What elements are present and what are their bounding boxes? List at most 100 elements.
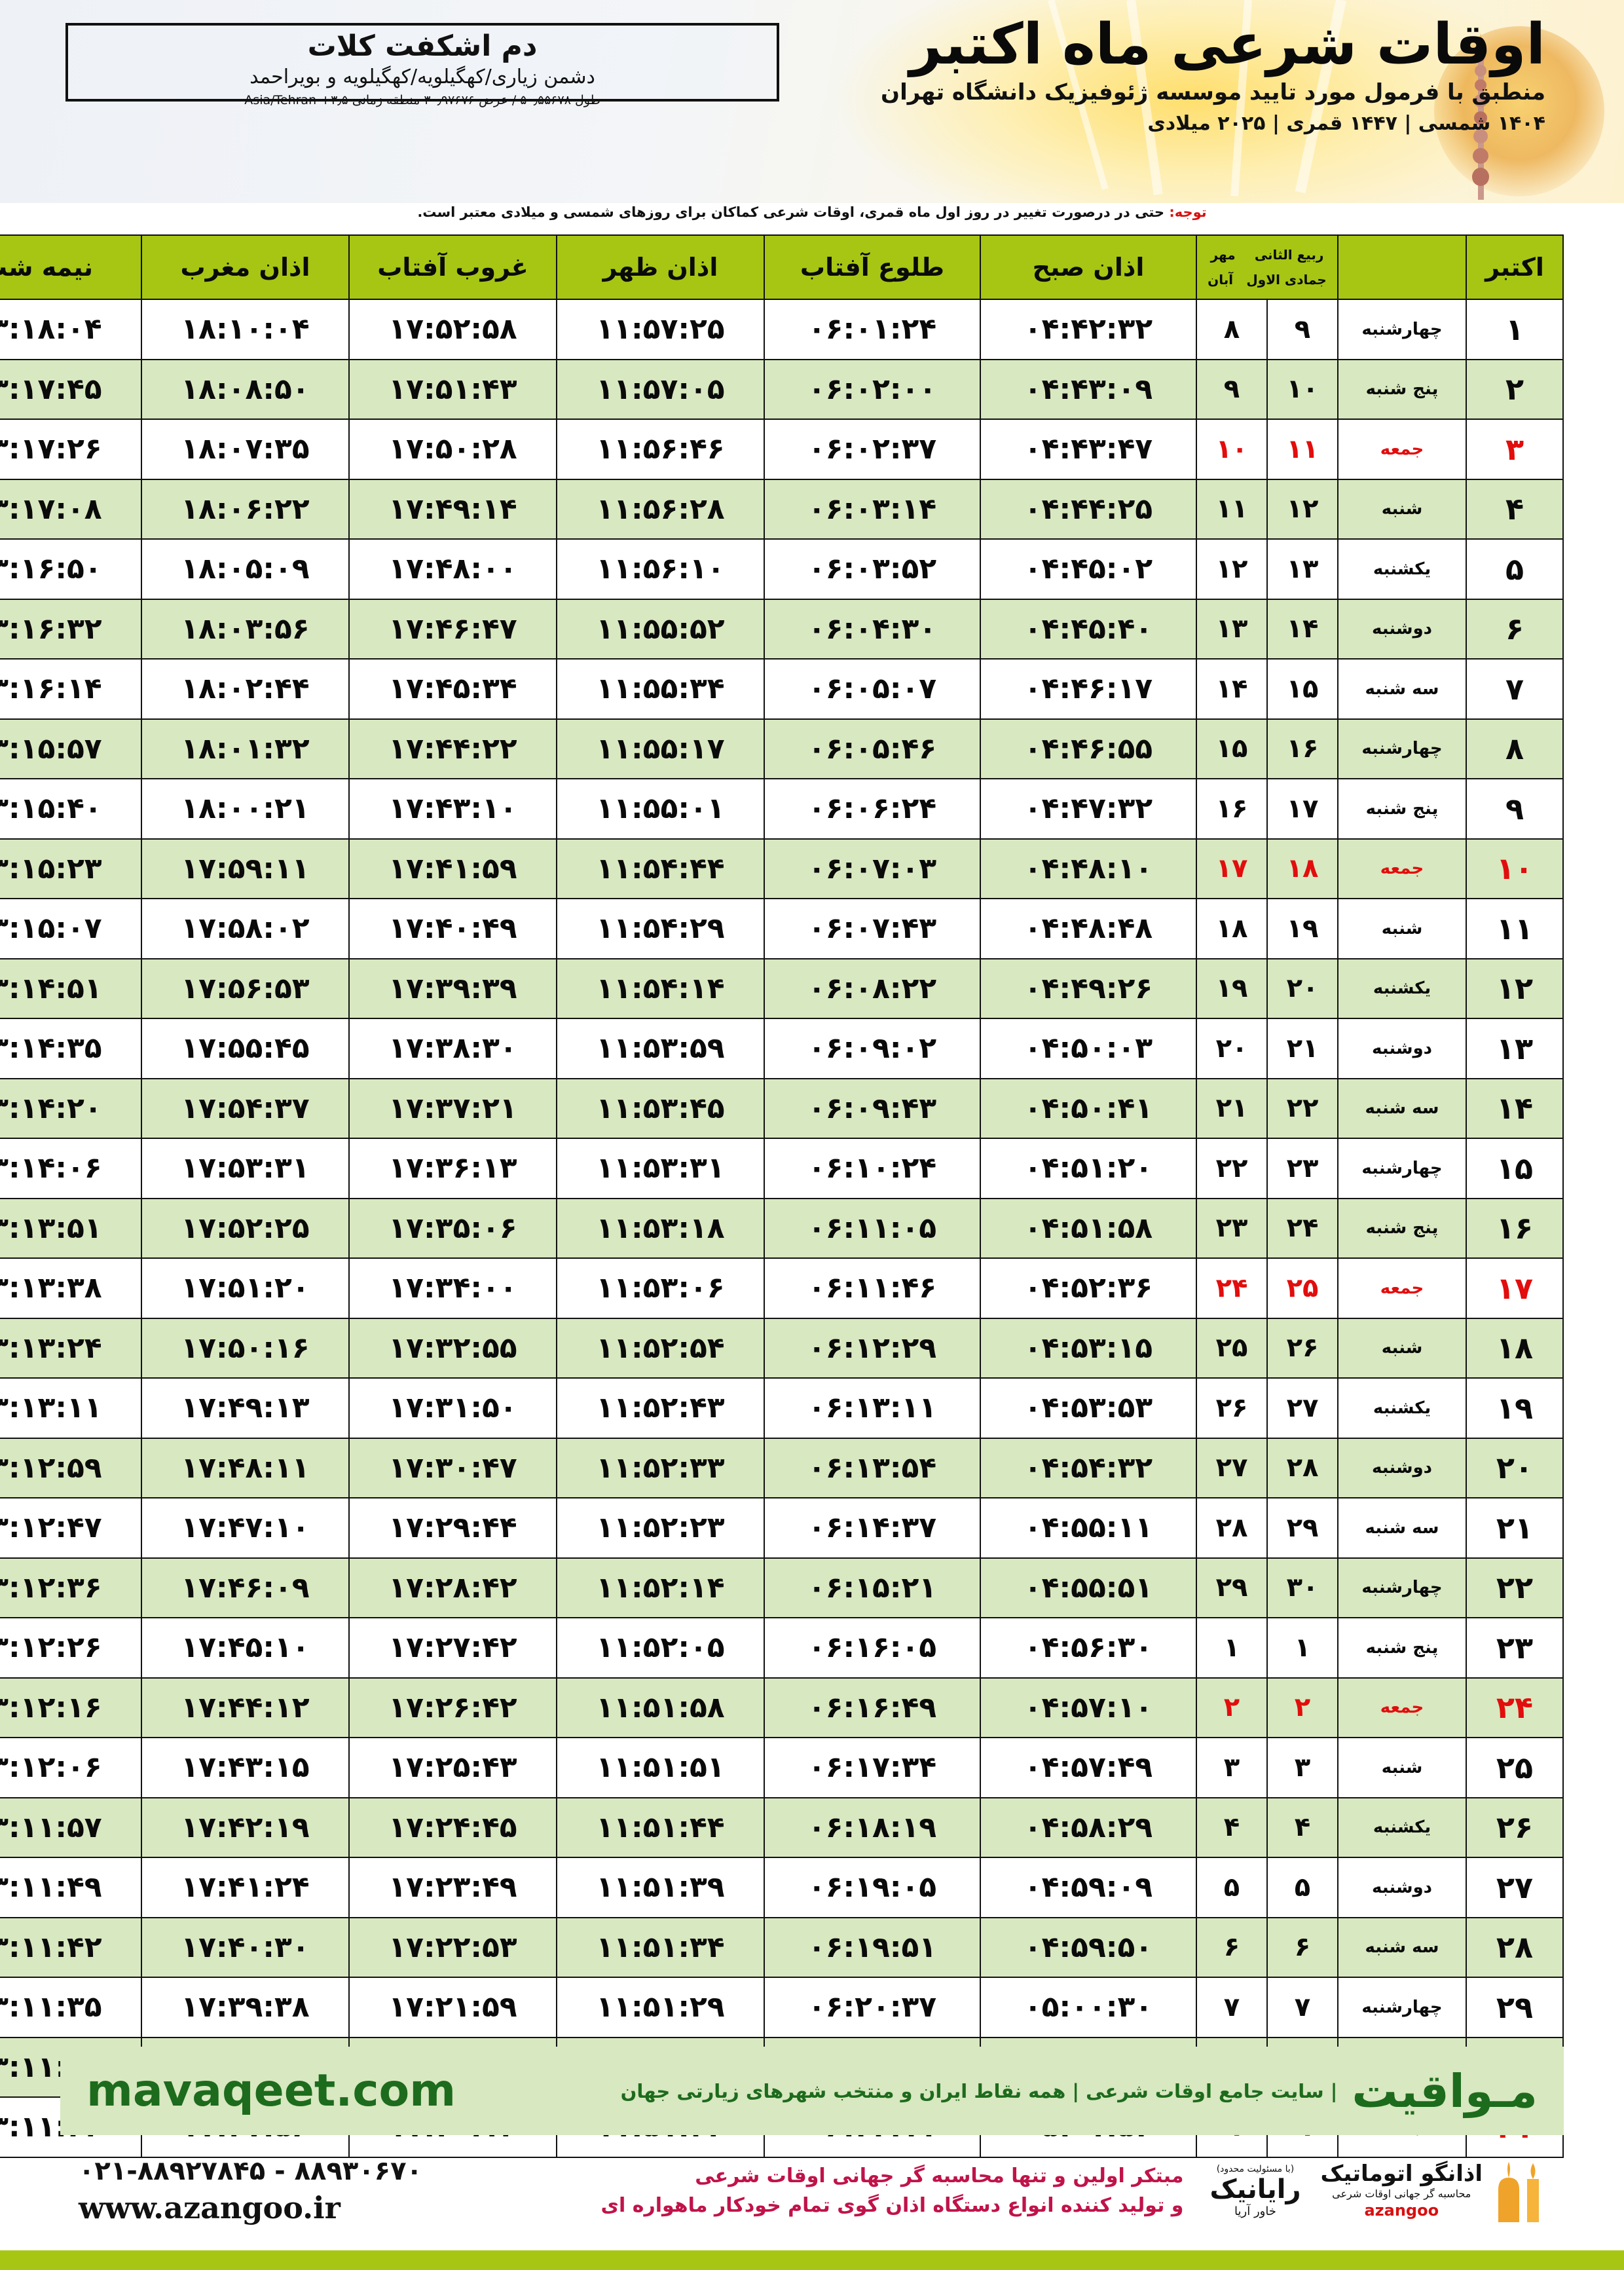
cell-fajr: ۰۴:۵۸:۲۹ — [980, 1796, 1197, 1858]
cell-weekday: چهارشنبه — [1337, 718, 1467, 779]
table-row: ۲۶ یکشنبه ۴ ۴ ۰۴:۵۸:۲۹ ۰۶:۱۸:۱۹ ۱۱:۵۱:۴۴ ۱۷:۲۴:… — [0, 1796, 1564, 1858]
cell-solar-day: ۲۴ — [1266, 1197, 1338, 1259]
cell-fajr: ۰۴:۵۱:۲۰ — [980, 1138, 1197, 1199]
cell-solar-day: ۱۳ — [1266, 538, 1338, 600]
table-row: ۲۹ چهارشنبه ۷ ۷ ۰۵:۰۰:۳۰ ۰۶:۲۰:۳۷ ۱۱:۵۱:۲۹ ۱۷:۲… — [0, 1977, 1564, 2038]
cell-weekday: شنبه — [1337, 478, 1467, 540]
cell-sunrise: ۰۶:۱۱:۰۵ — [764, 1197, 981, 1259]
cell-sunset: ۱۷:۳۹:۳۹ — [348, 958, 557, 1019]
cell-gregorian-day: ۲ — [1466, 358, 1564, 420]
cell-sunset: ۱۷:۵۲:۵۸ — [348, 299, 557, 360]
cell-midnight: ۲۳:۱۳:۱۱ — [0, 1377, 142, 1439]
cell-weekday: یکشنبه — [1337, 1377, 1467, 1439]
cell-weekday: یکشنبه — [1337, 958, 1467, 1019]
table-row: ۱۸ شنبه ۲۶ ۲۵ ۰۴:۵۳:۱۵ ۰۶:۱۲:۲۹ ۱۱:۵۲:۵۴ ۱۷:۳۲:… — [0, 1317, 1564, 1379]
cell-lunar-day: ۱۰ — [1196, 419, 1268, 480]
cell-maghrib: ۱۷:۴۲:۱۹ — [141, 1796, 350, 1858]
cell-gregorian-day: ۲۷ — [1466, 1857, 1564, 1918]
cell-weekday: سه شنبه — [1337, 1916, 1467, 1978]
cell-solar-day: ۹ — [1266, 299, 1338, 360]
cell-sunset: ۱۷:۴۰:۴۹ — [348, 898, 557, 959]
table-row: ۹ پنج شنبه ۱۷ ۱۶ ۰۴:۴۷:۳۲ ۰۶:۰۶:۲۴ ۱۱:۵۵:۰۱ ۱۷:… — [0, 778, 1564, 840]
col-header-calendars: ربیع الثانی مهر جمادی الاول آبان — [1196, 234, 1338, 300]
cell-maghrib: ۱۸:۰۵:۰۹ — [141, 538, 350, 600]
cell-lunar-day: ۹ — [1196, 358, 1268, 420]
rayanik-subtitle: خاور آریا — [1234, 2204, 1276, 2218]
cell-dhuhr: ۱۱:۵۴:۱۴ — [556, 958, 765, 1019]
cell-dhuhr: ۱۱:۵۳:۵۹ — [556, 1018, 765, 1079]
azangoo-website[interactable]: www.azangoo.ir — [79, 2190, 341, 2225]
cell-sunset: ۱۷:۴۴:۲۲ — [348, 718, 557, 779]
cell-lunar-day: ۲۰ — [1196, 1018, 1268, 1079]
cell-solar-day: ۲۵ — [1266, 1257, 1338, 1319]
cell-sunset: ۱۷:۴۸:۰۰ — [348, 538, 557, 600]
cell-gregorian-day: ۱۰ — [1466, 838, 1564, 899]
cell-dhuhr: ۱۱:۵۶:۱۰ — [556, 538, 765, 600]
cell-midnight: ۲۳:۱۴:۲۰ — [0, 1077, 142, 1139]
cell-weekday: دوشنبه — [1337, 1018, 1467, 1079]
cell-fajr: ۰۴:۵۱:۵۸ — [980, 1197, 1197, 1259]
cell-solar-day: ۲۹ — [1266, 1497, 1338, 1559]
cell-lunar-day: ۲۳ — [1196, 1197, 1268, 1259]
cell-sunset: ۱۷:۳۶:۱۳ — [348, 1138, 557, 1199]
cell-sunrise: ۰۶:۱۸:۱۹ — [764, 1796, 981, 1858]
cell-solar-day: ۲۱ — [1266, 1018, 1338, 1079]
cell-weekday: دوشنبه — [1337, 1857, 1467, 1918]
location-coordinates: طول ۵۰٫۵۵۶۷۸ / عرض ۳۰٫۹۷۶۷۶ منطقه زمانی … — [244, 93, 600, 108]
cell-sunrise: ۰۶:۰۷:۰۳ — [764, 838, 981, 899]
cell-dhuhr: ۱۱:۵۷:۰۵ — [556, 358, 765, 420]
cell-lunar-day: ۱۳ — [1196, 598, 1268, 660]
cell-sunset: ۱۷:۳۷:۲۱ — [348, 1077, 557, 1139]
cell-fajr: ۰۴:۴۶:۱۷ — [980, 658, 1197, 720]
cell-sunrise: ۰۶:۰۷:۴۳ — [764, 898, 981, 959]
cell-weekday: پنج شنبه — [1337, 1197, 1467, 1259]
cell-solar-day: ۱۷ — [1266, 778, 1338, 840]
cell-sunset: ۱۷:۲۲:۵۳ — [348, 1916, 557, 1978]
cell-fajr: ۰۴:۵۷:۱۰ — [980, 1677, 1197, 1738]
minaret-icon — [1472, 33, 1489, 200]
cell-dhuhr: ۱۱:۵۶:۲۸ — [556, 478, 765, 540]
table-row: ۱۹ یکشنبه ۲۷ ۲۶ ۰۴:۵۳:۵۳ ۰۶:۱۳:۱۱ ۱۱:۵۲:۴۳ ۱۷:۳… — [0, 1377, 1564, 1439]
table-row: ۵ یکشنبه ۱۳ ۱۲ ۰۴:۴۵:۰۲ ۰۶:۰۳:۵۲ ۱۱:۵۶:۱۰ ۱۷:۴۸… — [0, 538, 1564, 600]
cell-sunset: ۱۷:۳۵:۰۶ — [348, 1197, 557, 1259]
cell-maghrib: ۱۷:۴۶:۰۹ — [141, 1557, 350, 1618]
cell-lunar-day: ۱ — [1196, 1617, 1268, 1679]
table-row: ۲۳ پنج شنبه ۱ ۱ ۰۴:۵۶:۳۰ ۰۶:۱۶:۰۵ ۱۱:۵۲:۰۵ ۱۷:۲… — [0, 1617, 1564, 1679]
cell-dhuhr: ۱۱:۵۳:۱۸ — [556, 1197, 765, 1259]
cell-maghrib: ۱۷:۵۱:۲۰ — [141, 1257, 350, 1319]
col-header-fajr: اذان صبح — [980, 234, 1197, 300]
slogan-line-2: و تولید کننده انواع دستگاه اذان گوی تمام… — [600, 2194, 1184, 2217]
cell-fajr: ۰۴:۴۳:۰۹ — [980, 358, 1197, 420]
cell-lunar-day: ۱۸ — [1196, 898, 1268, 959]
cell-midnight: ۲۳:۱۴:۰۶ — [0, 1138, 142, 1199]
col-header-solar-bottom: آبان — [1208, 272, 1234, 288]
cell-sunset: ۱۷:۲۱:۵۹ — [348, 1977, 557, 2038]
cell-solar-day: ۱۸ — [1266, 838, 1338, 899]
cell-sunrise: ۰۶:۰۵:۰۷ — [764, 658, 981, 720]
mavaqeet-url[interactable]: mavaqeet.com — [86, 2065, 456, 2117]
cell-weekday: شنبه — [1337, 1737, 1467, 1798]
cell-fajr: ۰۴:۴۵:۴۰ — [980, 598, 1197, 660]
cell-midnight: ۲۳:۱۶:۳۲ — [0, 598, 142, 660]
cell-solar-day: ۴ — [1266, 1796, 1338, 1858]
cell-sunrise: ۰۶:۲۰:۳۷ — [764, 1977, 981, 2038]
azangoo-subtitle: محاسبه گر جهانی اوقات شرعی — [1332, 2187, 1471, 2200]
cell-solar-day: ۱۴ — [1266, 598, 1338, 660]
cell-sunset: ۱۷:۲۷:۴۲ — [348, 1617, 557, 1679]
cell-fajr: ۰۴:۵۶:۳۰ — [980, 1617, 1197, 1679]
cell-lunar-day: ۴ — [1196, 1796, 1268, 1858]
table-row: ۱۵ چهارشنبه ۲۳ ۲۲ ۰۴:۵۱:۲۰ ۰۶:۱۰:۲۴ ۱۱:۵۳:۳۱ ۱۷… — [0, 1138, 1564, 1199]
cell-lunar-day: ۲ — [1196, 1677, 1268, 1738]
cell-midnight: ۲۳:۱۱:۴۹ — [0, 1857, 142, 1918]
cell-fajr: ۰۴:۵۵:۵۱ — [980, 1557, 1197, 1618]
cell-midnight: ۲۳:۱۲:۱۶ — [0, 1677, 142, 1738]
cell-maghrib: ۱۸:۰۳:۵۶ — [141, 598, 350, 660]
cell-sunrise: ۰۶:۱۴:۳۷ — [764, 1497, 981, 1559]
cell-weekday: یکشنبه — [1337, 538, 1467, 600]
page-subtitle: منطبق با فرمول مورد تایید موسسه ژئوفیزیک… — [881, 79, 1545, 105]
table-row: ۱۱ شنبه ۱۹ ۱۸ ۰۴:۴۸:۴۸ ۰۶:۰۷:۴۳ ۱۱:۵۴:۲۹ ۱۷:۴۰:… — [0, 898, 1564, 959]
cell-maghrib: ۱۷:۳۹:۳۸ — [141, 1977, 350, 2038]
cell-sunset: ۱۷:۲۹:۴۴ — [348, 1497, 557, 1559]
cell-dhuhr: ۱۱:۵۱:۵۸ — [556, 1677, 765, 1738]
cell-solar-day: ۲۷ — [1266, 1377, 1338, 1439]
